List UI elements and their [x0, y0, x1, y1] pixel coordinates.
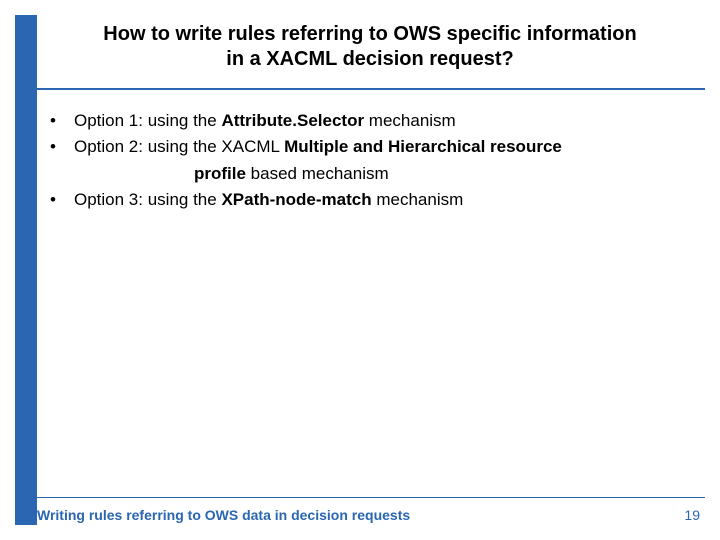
- text-tail: mechanism: [372, 190, 464, 209]
- text-lead: Option 2: using the XACML: [74, 137, 284, 156]
- page-number: 19: [684, 507, 700, 523]
- bullet-list: • Option 1: using the Attribute.Selector…: [50, 108, 690, 213]
- text-lead: Option 1: using the: [74, 111, 221, 130]
- bullet-marker: •: [50, 134, 74, 160]
- left-accent-bar: [15, 15, 37, 525]
- title-line-1: How to write rules referring to OWS spec…: [103, 23, 636, 45]
- text-bold: Attribute.Selector: [221, 111, 364, 130]
- title-underline: [37, 88, 705, 90]
- list-item-body: profile based mechanism: [74, 161, 690, 187]
- title-line-2: in a XACML decision request?: [226, 48, 513, 70]
- list-item-body: Option 1: using the Attribute.Selector m…: [74, 108, 690, 134]
- text-bold: profile: [194, 164, 246, 183]
- text-bold: XPath-node-match: [221, 190, 371, 209]
- list-item-continuation: profile based mechanism: [50, 161, 690, 187]
- footer-text: Writing rules referring to OWS data in d…: [37, 507, 410, 523]
- list-item: • Option 2: using the XACML Multiple and…: [50, 134, 690, 160]
- text-lead: Option 3: using the: [74, 190, 221, 209]
- text-tail: mechanism: [364, 111, 456, 130]
- slide-title: How to write rules referring to OWS spec…: [50, 22, 690, 72]
- text-bold: Multiple and Hierarchical resource: [284, 137, 562, 156]
- list-item: • Option 3: using the XPath-node-match m…: [50, 187, 690, 213]
- list-item-body: Option 3: using the XPath-node-match mec…: [74, 187, 690, 213]
- slide: How to write rules referring to OWS spec…: [0, 0, 720, 540]
- list-item: • Option 1: using the Attribute.Selector…: [50, 108, 690, 134]
- footer-divider: [37, 497, 705, 498]
- list-item-body: Option 2: using the XACML Multiple and H…: [74, 134, 690, 160]
- bullet-marker: •: [50, 187, 74, 213]
- bullet-marker: •: [50, 108, 74, 134]
- text-tail: based mechanism: [246, 164, 389, 183]
